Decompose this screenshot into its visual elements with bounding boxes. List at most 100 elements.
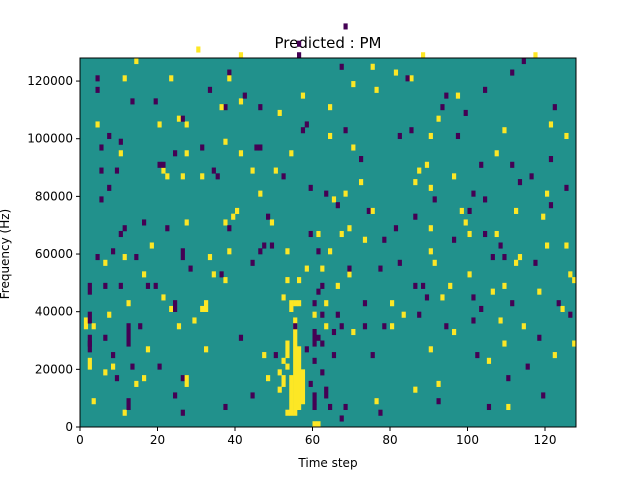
heatmap-cell — [517, 254, 523, 261]
heatmap-cell — [564, 242, 569, 249]
heatmap-cell — [297, 346, 302, 410]
heatmap-cell — [362, 300, 368, 307]
heatmap-cell — [502, 254, 507, 261]
heatmap-cell — [142, 219, 147, 226]
heatmap-cell — [103, 334, 108, 341]
heatmap-cell — [440, 104, 445, 111]
heatmap-cell — [331, 352, 337, 359]
heatmap-cell — [452, 236, 457, 243]
heatmap-cell — [568, 311, 573, 318]
heatmap-cell — [510, 161, 515, 168]
heatmap-cell — [304, 265, 309, 272]
heatmap-cell — [417, 311, 422, 318]
heatmap-background — [80, 58, 576, 427]
heatmap-cell — [145, 346, 151, 353]
heatmap-cell — [200, 173, 205, 180]
heatmap-cell — [111, 363, 116, 370]
heatmap-cell — [293, 323, 298, 330]
heatmap-cell — [180, 115, 185, 122]
heatmap-cell — [467, 271, 472, 278]
heatmap-cell — [238, 52, 244, 59]
heatmap-cell — [397, 132, 402, 140]
heatmap-cell — [564, 132, 569, 140]
heatmap-cell — [494, 230, 499, 238]
heatmap-cell — [471, 317, 476, 324]
heatmap-cell — [250, 167, 255, 174]
heatmap-cell — [541, 213, 546, 220]
heatmap-cell — [235, 207, 240, 214]
heatmap-cell — [207, 86, 213, 93]
heatmap-cell — [479, 161, 484, 168]
heatmap-cell — [502, 282, 507, 289]
heatmap-cell — [444, 92, 449, 99]
y-axis: 0 20000 40000 60000 80000 100000 120000 — [27, 74, 80, 434]
heatmap-cell — [521, 323, 526, 330]
heatmap-cell — [328, 248, 333, 255]
heatmap-cell — [304, 346, 309, 353]
heatmap-cell — [320, 311, 325, 318]
heatmap-cell — [421, 52, 426, 59]
heatmap-cell — [537, 334, 542, 341]
heatmap-cell — [471, 294, 476, 301]
plot-frame — [79, 57, 577, 428]
heatmap-cell — [320, 340, 325, 347]
heatmap-cell — [219, 104, 224, 111]
heatmap-cell — [448, 282, 453, 289]
heatmap-cell — [300, 369, 306, 405]
heatmap-cell — [138, 323, 143, 330]
heatmap-cell — [494, 150, 499, 157]
heatmap-cell — [312, 392, 317, 405]
heatmap-cell — [506, 403, 511, 411]
heatmap-cell — [99, 144, 104, 151]
heatmap-cell — [200, 305, 205, 312]
heatmap-cell — [541, 392, 546, 399]
heatmap-cell — [173, 300, 178, 312]
heatmap-cell — [413, 282, 418, 289]
heatmap-cell — [428, 248, 433, 255]
heatmap-cell — [107, 184, 112, 191]
heatmap-cell — [514, 259, 519, 266]
heatmap-cell — [463, 219, 468, 226]
heatmap-cell — [390, 323, 395, 330]
heatmap-cell — [277, 386, 282, 393]
heatmap-cell — [126, 323, 131, 330]
heatmap-cell — [91, 398, 96, 405]
y-tick-label: 100000 — [27, 132, 73, 146]
heatmap-cell — [281, 173, 286, 180]
heatmap-cell — [409, 75, 414, 82]
heatmap-cell — [134, 380, 139, 387]
heatmap-cell — [335, 311, 340, 318]
heatmap-cell — [459, 207, 464, 214]
heatmap-cell — [510, 69, 515, 76]
heatmap-cell — [122, 225, 127, 232]
y-tick-label: 60000 — [35, 247, 73, 261]
heatmap-cell — [351, 328, 356, 336]
heatmap-cell — [308, 230, 313, 238]
heatmap-cell — [122, 75, 127, 82]
heatmap-cell — [91, 323, 96, 330]
plot-area — [79, 23, 577, 428]
heatmap-cell — [200, 144, 205, 151]
heatmap-cell — [351, 81, 356, 88]
heatmap-cell — [223, 403, 228, 411]
heatmap-cell — [161, 161, 166, 168]
heatmap-cell — [483, 230, 488, 238]
heatmap-cell — [293, 317, 298, 416]
heatmap-cell — [502, 127, 507, 134]
heatmap-cell — [87, 282, 92, 295]
heatmap-cell — [258, 190, 263, 197]
heatmap-cell — [413, 386, 418, 393]
heatmap-cell — [316, 288, 321, 295]
heatmap-cell — [95, 121, 100, 128]
heatmap-cell — [436, 115, 441, 122]
heatmap-cell — [176, 115, 182, 122]
heatmap-cell — [409, 127, 414, 134]
heatmap-cell — [289, 150, 294, 157]
heatmap-cell — [223, 138, 228, 145]
heatmap-cell — [114, 375, 120, 382]
heatmap-cell — [339, 230, 344, 238]
heatmap-cell — [328, 104, 333, 111]
heatmap-cell — [432, 259, 437, 266]
heatmap-cell — [552, 104, 557, 111]
